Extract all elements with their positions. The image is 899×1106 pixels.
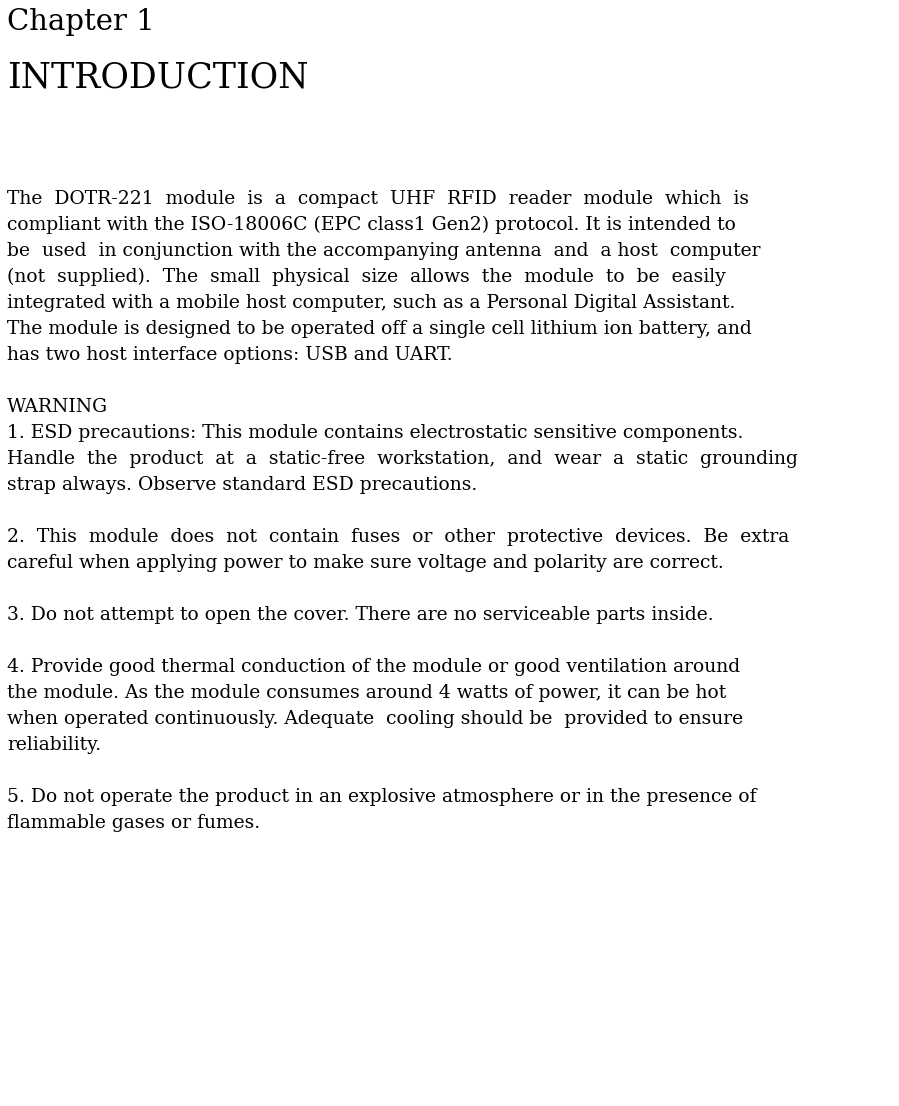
Text: 5. Do not operate the product in an explosive atmosphere or in the presence of: 5. Do not operate the product in an expl… xyxy=(7,787,756,806)
Text: careful when applying power to make sure voltage and polarity are correct.: careful when applying power to make sure… xyxy=(7,554,724,572)
Text: Handle  the  product  at  a  static-free  workstation,  and  wear  a  static  gr: Handle the product at a static-free work… xyxy=(7,450,798,468)
Text: integrated with a mobile host computer, such as a Personal Digital Assistant.: integrated with a mobile host computer, … xyxy=(7,294,735,312)
Text: (not  supplied).  The  small  physical  size  allows  the  module  to  be  easil: (not supplied). The small physical size … xyxy=(7,268,725,286)
Text: compliant with the ISO-18006C (EPC class1 Gen2) protocol. It is intended to: compliant with the ISO-18006C (EPC class… xyxy=(7,216,736,234)
Text: 4. Provide good thermal conduction of the module or good ventilation around: 4. Provide good thermal conduction of th… xyxy=(7,658,740,676)
Text: The module is designed to be operated off a single cell lithium ion battery, and: The module is designed to be operated of… xyxy=(7,320,752,338)
Text: when operated continuously. Adequate  cooling should be  provided to ensure: when operated continuously. Adequate coo… xyxy=(7,710,743,728)
Text: The  DOTR-221  module  is  a  compact  UHF  RFID  reader  module  which  is: The DOTR-221 module is a compact UHF RFI… xyxy=(7,190,749,208)
Text: has two host interface options: USB and UART.: has two host interface options: USB and … xyxy=(7,346,452,364)
Text: WARNING: WARNING xyxy=(7,398,108,416)
Text: 1. ESD precautions: This module contains electrostatic sensitive components.: 1. ESD precautions: This module contains… xyxy=(7,424,743,442)
Text: strap always. Observe standard ESD precautions.: strap always. Observe standard ESD preca… xyxy=(7,476,477,494)
Text: INTRODUCTION: INTRODUCTION xyxy=(7,60,308,94)
Text: be  used  in conjunction with the accompanying antenna  and  a host  computer: be used in conjunction with the accompan… xyxy=(7,242,761,260)
Text: 3. Do not attempt to open the cover. There are no serviceable parts inside.: 3. Do not attempt to open the cover. The… xyxy=(7,606,714,624)
Text: reliability.: reliability. xyxy=(7,735,101,754)
Text: Chapter 1: Chapter 1 xyxy=(7,8,155,36)
Text: flammable gases or fumes.: flammable gases or fumes. xyxy=(7,814,260,832)
Text: the module. As the module consumes around 4 watts of power, it can be hot: the module. As the module consumes aroun… xyxy=(7,684,726,702)
Text: 2.  This  module  does  not  contain  fuses  or  other  protective  devices.  Be: 2. This module does not contain fuses or… xyxy=(7,528,789,546)
